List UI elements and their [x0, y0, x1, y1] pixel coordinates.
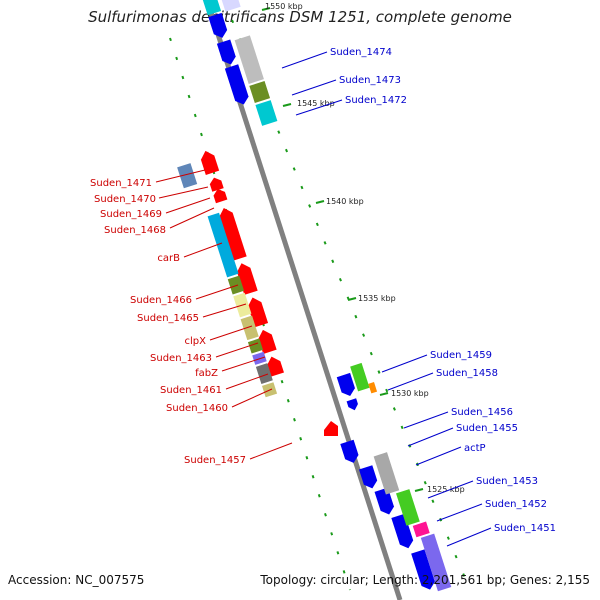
- tick-mark: [315, 200, 325, 204]
- gene-block: [420, 533, 452, 592]
- gene-label: Suden_1468: [104, 225, 166, 236]
- tick-label: 1545 kbp: [297, 99, 335, 108]
- gene-block: [240, 315, 259, 341]
- gene-block: [177, 163, 198, 189]
- map-title: Sulfurimonas denitrificans DSM 1251, com…: [88, 8, 512, 26]
- gene-block: [396, 489, 420, 526]
- gene-label: Suden_1472: [345, 95, 407, 106]
- gene-label: actP: [464, 443, 486, 454]
- gene-label: Suden_1469: [100, 209, 162, 220]
- gene-column-bottom: [340, 439, 452, 592]
- gene-arrow: [213, 188, 228, 204]
- gene-block: [202, 0, 222, 16]
- gene-label: Suden_1465: [137, 313, 199, 324]
- gene-label: fabZ: [195, 368, 218, 379]
- gene-label: Suden_1463: [150, 353, 212, 364]
- gene-block: [219, 0, 241, 12]
- gene-block: [234, 35, 264, 85]
- gene-label: Suden_1473: [339, 75, 401, 86]
- gene-arrow: [358, 465, 378, 489]
- gene-arrow: [216, 39, 236, 65]
- gene-block: [249, 81, 271, 104]
- gene-block: [255, 100, 278, 126]
- topology-text: Topology: circular; Length: 2,201,561 bp…: [260, 573, 590, 587]
- gene-arrow: [374, 487, 394, 515]
- gene-label: Suden_1451: [494, 523, 556, 534]
- tick-label: 1525 kbp: [427, 485, 465, 494]
- gene-column-top: [202, 0, 278, 126]
- gene-column-middle: [177, 150, 284, 398]
- tick-mark: [414, 488, 424, 492]
- gene-arrow: [258, 329, 277, 354]
- gene-arrow: [200, 150, 220, 175]
- gene-arrow: [219, 208, 247, 261]
- gene-arrow: [340, 439, 359, 463]
- gene-label: Suden_1458: [436, 368, 498, 379]
- gene-arrow: [346, 398, 358, 411]
- gene-block: [255, 363, 273, 384]
- tick-mark: [282, 103, 292, 107]
- gene-label: Suden_1460: [166, 403, 228, 414]
- gene-label: Suden_1453: [476, 476, 538, 487]
- gene-column-right-middle: [336, 362, 378, 411]
- gene-arrow: [336, 372, 355, 397]
- tick-label: 1530 kbp: [391, 389, 429, 398]
- accession-text: Accession: NC_007575: [8, 573, 145, 587]
- gene-label: Suden_1466: [130, 295, 192, 306]
- gene-label: Suden_1459: [430, 350, 492, 361]
- gene-arrow-suden-1457: [324, 421, 338, 436]
- gene-label: Suden_1470: [94, 194, 156, 205]
- gene-arrow: [411, 549, 435, 590]
- gene-block: [207, 212, 239, 278]
- tick-label: 1535 kbp: [358, 294, 396, 303]
- gene-block: [350, 362, 370, 392]
- gene-block: [368, 382, 378, 394]
- gene-label: Suden_1474: [330, 47, 392, 58]
- gene-block: [227, 275, 245, 295]
- tick-label: 1540 kbp: [326, 197, 364, 206]
- gene-arrow: [266, 356, 284, 377]
- gene-arrow: [391, 513, 414, 549]
- tick-mark: [261, 7, 271, 11]
- gene-label: clpX: [185, 336, 207, 347]
- gene-label: Suden_1471: [90, 178, 152, 189]
- left-label-leaders: [155, 169, 293, 460]
- tick-mark: [347, 297, 357, 301]
- gene-label: Suden_1456: [451, 407, 513, 418]
- gene-arrow: [209, 177, 224, 192]
- gene-label: Suden_1455: [456, 423, 518, 434]
- gene-arrow: [224, 64, 249, 105]
- gene-label: Suden_1452: [485, 499, 547, 510]
- gene-block: [373, 452, 400, 495]
- gene-label: Suden_1457: [184, 455, 246, 466]
- right-label-leaders: [281, 51, 492, 547]
- tick-mark: [379, 392, 389, 396]
- gene-block: [412, 521, 430, 538]
- gene-label: carB: [157, 253, 180, 264]
- gene-label: Suden_1461: [160, 385, 222, 396]
- tick-label: 1550 kbp: [265, 2, 303, 11]
- gene-block: [247, 338, 264, 354]
- gene-arrow: [208, 12, 228, 38]
